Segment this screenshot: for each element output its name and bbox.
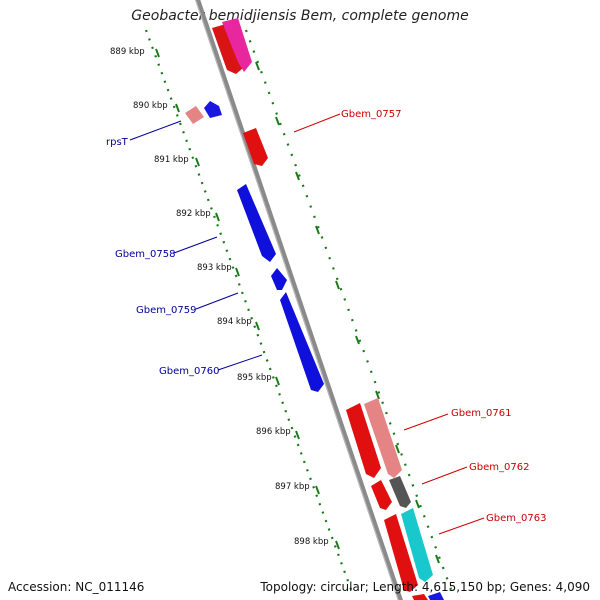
gene-gbem-0758 (237, 184, 276, 262)
gene-gbem-0756 (212, 24, 243, 74)
gene-label-gbem-0760[interactable]: Gbem_0760 (159, 366, 219, 377)
accession-text: Accession: NC_011146 (8, 580, 145, 594)
label-leaders (129, 113, 485, 535)
gene-label-gbem-0758[interactable]: Gbem_0758 (115, 249, 175, 260)
gene-rpst (185, 106, 204, 124)
tick-label-889: 889 kbp (110, 47, 145, 57)
tick-label-897: 897 kbp (275, 482, 310, 492)
reverse-major-ticks (155, 48, 340, 550)
reverse-tick-track (144, 29, 354, 593)
tick-label-898: 898 kbp (294, 537, 329, 547)
forward-tick-track (244, 29, 454, 593)
gene-gbem-0757 (243, 128, 268, 166)
tick-labels: 889 kbp 890 kbp 891 kbp 892 kbp 893 kbp … (110, 47, 329, 547)
map-title: Geobacter bemidjiensis Bem, complete gen… (131, 8, 469, 24)
gene-reverse-small (204, 101, 222, 118)
gene-bottom-blue (428, 592, 444, 600)
gene-label-gbem-0761[interactable]: Gbem_0761 (451, 408, 511, 419)
gene-label-gbem-0763[interactable]: Gbem_0763 (486, 513, 546, 524)
tick-label-894: 894 kbp (217, 317, 252, 327)
genome-summary-text: Topology: circular; Length: 4,615,150 bp… (260, 580, 590, 594)
forward-major-ticks (255, 61, 440, 564)
genome-backbone (195, 0, 403, 600)
backbone-highlight (195, 0, 399, 600)
gene-gbem-0759 (271, 268, 287, 290)
gene-bottom-red (412, 594, 428, 600)
tick-label-895: 895 kbp (237, 373, 272, 383)
gene-features (185, 18, 444, 600)
tick-label-890: 890 kbp (133, 101, 168, 111)
gene-gbem-0761-b (364, 398, 402, 478)
tick-label-892: 892 kbp (176, 209, 211, 219)
tick-label-893: 893 kbp (197, 263, 232, 273)
gene-label-rpst[interactable]: rpsT (106, 137, 129, 148)
gene-gbem-0760 (280, 292, 324, 392)
gene-gbem-0761 (346, 403, 381, 478)
gene-gbem-0762-b (389, 476, 411, 508)
gene-gbem-0763 (384, 514, 418, 592)
gene-label-gbem-0762[interactable]: Gbem_0762 (469, 462, 529, 473)
gene-label-gbem-0759[interactable]: Gbem_0759 (136, 305, 196, 316)
gene-label-gbem-0757[interactable]: Gbem_0757 (341, 109, 401, 120)
gene-gbem-0762 (371, 480, 392, 510)
tick-label-896: 896 kbp (256, 427, 291, 437)
gene-gbem-0763-b (401, 508, 433, 582)
tick-label-891: 891 kbp (154, 155, 189, 165)
gene-pink (222, 18, 252, 72)
gene-labels: Gbem_0757 rpsT Gbem_0758 Gbem_0759 Gbem_… (106, 109, 546, 524)
